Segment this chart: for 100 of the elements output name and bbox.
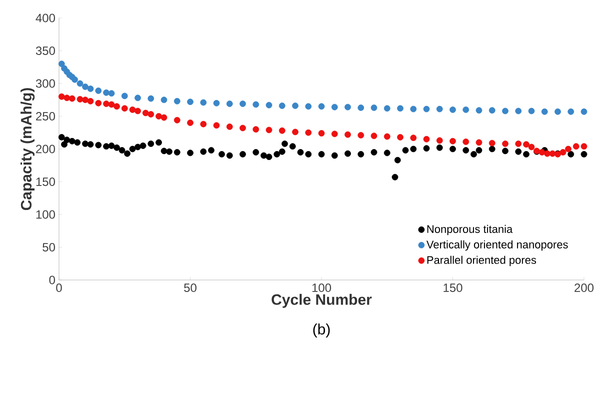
y-tick-label: 150 — [36, 178, 56, 186]
x-tick-label: 50 — [184, 284, 196, 292]
point — [187, 120, 194, 126]
point — [103, 89, 110, 96]
y-tick-label: 200 — [36, 144, 56, 154]
y-axis-title: Capacity (mAh/g) — [20, 88, 35, 210]
point — [200, 120, 207, 128]
x-tick-label: 150 — [444, 284, 462, 292]
point — [134, 108, 141, 114]
point — [410, 134, 417, 142]
point — [370, 104, 378, 111]
point — [108, 101, 115, 108]
point — [476, 139, 482, 146]
point — [423, 136, 430, 142]
point — [560, 149, 566, 156]
text: (b) — [313, 324, 330, 338]
point — [544, 150, 550, 157]
point — [129, 106, 136, 113]
point — [358, 104, 364, 111]
point — [450, 106, 456, 113]
point — [565, 146, 572, 152]
y-tick-label: 350 — [36, 46, 56, 55]
point — [82, 96, 88, 104]
point — [397, 105, 404, 112]
point — [331, 130, 338, 138]
point — [515, 108, 522, 114]
point — [252, 126, 260, 133]
x-tick-label: 0 — [56, 284, 62, 292]
point — [305, 129, 312, 136]
point — [95, 88, 102, 94]
point — [410, 106, 417, 112]
point — [397, 134, 404, 140]
point — [87, 86, 94, 92]
point — [528, 108, 535, 114]
point — [580, 143, 588, 150]
point — [142, 110, 149, 116]
point — [436, 106, 443, 112]
point — [252, 101, 260, 108]
point — [572, 143, 580, 150]
point — [213, 100, 220, 106]
point — [82, 84, 88, 90]
y-tick-label: 100 — [36, 210, 56, 219]
point — [462, 106, 470, 113]
point — [384, 105, 390, 112]
point — [318, 103, 325, 110]
y-tick-label: 50 — [42, 242, 56, 252]
point — [580, 108, 588, 115]
point — [538, 149, 546, 156]
point — [87, 98, 94, 104]
point — [423, 106, 430, 112]
point — [103, 100, 110, 107]
y-tick-label: 0 — [49, 276, 56, 284]
point — [266, 126, 272, 134]
point — [462, 138, 470, 145]
point — [148, 95, 154, 102]
point — [58, 60, 65, 68]
point — [370, 132, 378, 140]
point — [568, 108, 574, 115]
point — [554, 108, 561, 115]
y-tick-label: 250 — [36, 112, 56, 120]
y-tick-label: 300 — [36, 79, 56, 88]
x-tick-label: 100 — [312, 284, 332, 292]
point — [121, 105, 128, 112]
point — [476, 107, 482, 114]
point — [528, 144, 535, 150]
point — [121, 92, 128, 100]
point — [108, 90, 115, 97]
legend-label: Nonporous titania — [427, 224, 513, 236]
point — [76, 80, 84, 87]
point — [160, 114, 168, 121]
point — [488, 107, 496, 114]
point — [187, 98, 194, 106]
point — [331, 104, 338, 110]
point — [502, 140, 508, 147]
x-tick-label: 200 — [574, 284, 594, 292]
point — [278, 127, 286, 134]
point — [64, 94, 70, 102]
point — [384, 133, 390, 140]
point — [226, 124, 233, 130]
point — [318, 130, 325, 136]
y-tick-label: 400 — [36, 14, 56, 22]
point — [58, 93, 65, 100]
point — [305, 103, 312, 110]
point — [226, 100, 233, 107]
point — [134, 94, 141, 102]
point — [114, 103, 120, 110]
legend-label: Parallel oriented pores — [427, 256, 536, 266]
point — [450, 138, 456, 144]
point — [95, 100, 102, 106]
x-axis-title: Cycle Number — [272, 294, 372, 308]
legend-label: Vertically oriented nanopores — [426, 240, 568, 251]
point — [523, 141, 530, 148]
point — [200, 99, 207, 106]
point — [240, 124, 246, 132]
point — [213, 122, 220, 129]
point — [68, 95, 76, 102]
point — [488, 140, 496, 146]
point — [541, 108, 548, 115]
point — [358, 132, 364, 138]
point — [160, 96, 168, 104]
